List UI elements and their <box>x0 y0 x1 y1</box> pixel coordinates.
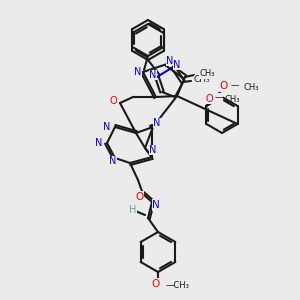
Text: CH₃: CH₃ <box>244 82 260 91</box>
Text: N: N <box>134 67 142 77</box>
Text: H: H <box>129 205 137 215</box>
Text: —CH₃: —CH₃ <box>166 280 190 290</box>
Text: O: O <box>152 279 160 289</box>
Text: —: — <box>231 82 239 91</box>
Text: N: N <box>95 138 103 148</box>
Text: N: N <box>109 156 117 166</box>
Text: N: N <box>149 145 157 155</box>
Text: —: — <box>214 94 223 103</box>
Text: O: O <box>219 81 227 91</box>
Text: CH₃: CH₃ <box>194 76 211 85</box>
Text: CH₃: CH₃ <box>199 70 214 79</box>
Text: N: N <box>149 70 157 80</box>
Text: O: O <box>109 96 117 106</box>
Text: CH₃: CH₃ <box>224 94 240 103</box>
Text: N: N <box>153 118 161 128</box>
Text: N: N <box>152 200 160 210</box>
Text: O: O <box>206 94 213 104</box>
Text: N: N <box>103 122 111 132</box>
Text: N: N <box>166 56 174 66</box>
Text: O: O <box>135 192 143 202</box>
Text: N: N <box>173 60 181 70</box>
